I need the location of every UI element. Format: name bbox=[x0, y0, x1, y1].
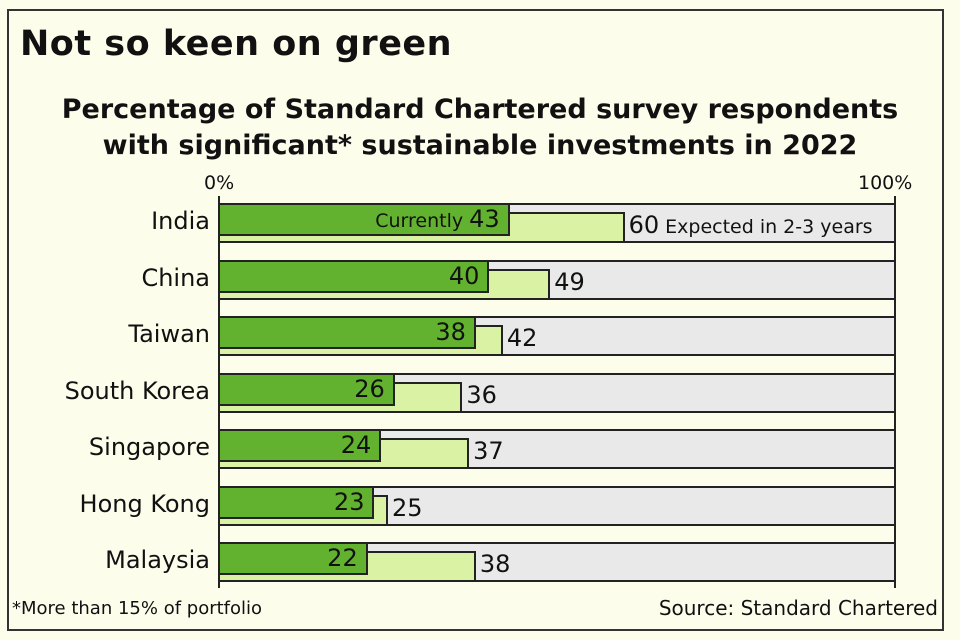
expected-legend-label: Expected in 2-3 years bbox=[665, 216, 873, 238]
country-label: India bbox=[151, 207, 210, 235]
subtitle-line-1: Percentage of Standard Chartered survey … bbox=[61, 94, 899, 125]
expected-value: 49 bbox=[554, 267, 585, 296]
country-label: Malaysia bbox=[105, 546, 210, 574]
current-bar: 40 bbox=[219, 259, 490, 293]
expected-value-label: 42 bbox=[507, 324, 538, 352]
current-bar: 22 bbox=[219, 542, 368, 575]
expected-value-label: 25 bbox=[392, 494, 423, 522]
bar-row: China 40 49 bbox=[0, 259, 960, 304]
chart-subtitle: Percentage of Standard Chartered survey … bbox=[0, 92, 960, 164]
current-value: 23 bbox=[333, 487, 365, 516]
current-bar: 38 bbox=[219, 316, 476, 349]
expected-value: 37 bbox=[473, 437, 504, 465]
axis-tick-min: 0% bbox=[204, 172, 235, 194]
country-label: Hong Kong bbox=[79, 489, 210, 518]
bar-row: India Currently 43 60 Expected in 2-3 years bbox=[0, 203, 960, 247]
current-value: 43 bbox=[469, 205, 500, 233]
expected-value-label: 38 bbox=[480, 550, 511, 578]
expected-value-label: 37 bbox=[473, 437, 504, 465]
subtitle-line-2: with significant* sustainable investment… bbox=[102, 130, 858, 161]
current-bar: 26 bbox=[219, 372, 395, 406]
current-value: 26 bbox=[354, 374, 385, 403]
current-value: 22 bbox=[327, 544, 358, 572]
country-label: China bbox=[141, 263, 210, 292]
footnote: *More than 15% of portfolio bbox=[12, 598, 263, 619]
current-bar: 24 bbox=[219, 429, 382, 462]
current-legend-label: Currently bbox=[375, 210, 464, 232]
chart-title: Not so keen on green bbox=[20, 24, 453, 64]
expected-value-label: 49 bbox=[554, 268, 585, 296]
current-bar: Currently 43 bbox=[219, 203, 510, 236]
expected-value: 25 bbox=[392, 493, 423, 522]
country-label: Singapore bbox=[88, 433, 210, 461]
source-note: Source: Standard Chartered bbox=[658, 596, 938, 620]
current-value: 40 bbox=[448, 261, 480, 290]
bar-row: Hong Kong 23 25 bbox=[0, 485, 960, 530]
expected-value: 36 bbox=[466, 380, 497, 409]
axis-hundred-line bbox=[894, 196, 896, 588]
bar-row: Taiwan 38 42 bbox=[0, 316, 960, 360]
bar-row: Malaysia 22 38 bbox=[0, 542, 960, 586]
current-bar: 23 bbox=[219, 485, 375, 519]
expected-value: 42 bbox=[506, 324, 538, 352]
expected-value: 38 bbox=[479, 550, 511, 578]
current-value: 24 bbox=[340, 431, 372, 459]
axis-zero-line bbox=[218, 196, 220, 588]
bar-row: Singapore 24 37 bbox=[0, 429, 960, 473]
bar-row: South Korea 26 36 bbox=[0, 372, 960, 417]
expected-value: 60 bbox=[628, 211, 660, 239]
expected-value-label: 60 Expected in 2-3 years bbox=[629, 211, 873, 239]
current-value: 38 bbox=[435, 318, 466, 346]
country-label: South Korea bbox=[64, 376, 210, 405]
axis-tick-max: 100% bbox=[858, 172, 913, 194]
expected-value-label: 36 bbox=[466, 381, 497, 409]
country-label: Taiwan bbox=[128, 320, 210, 348]
